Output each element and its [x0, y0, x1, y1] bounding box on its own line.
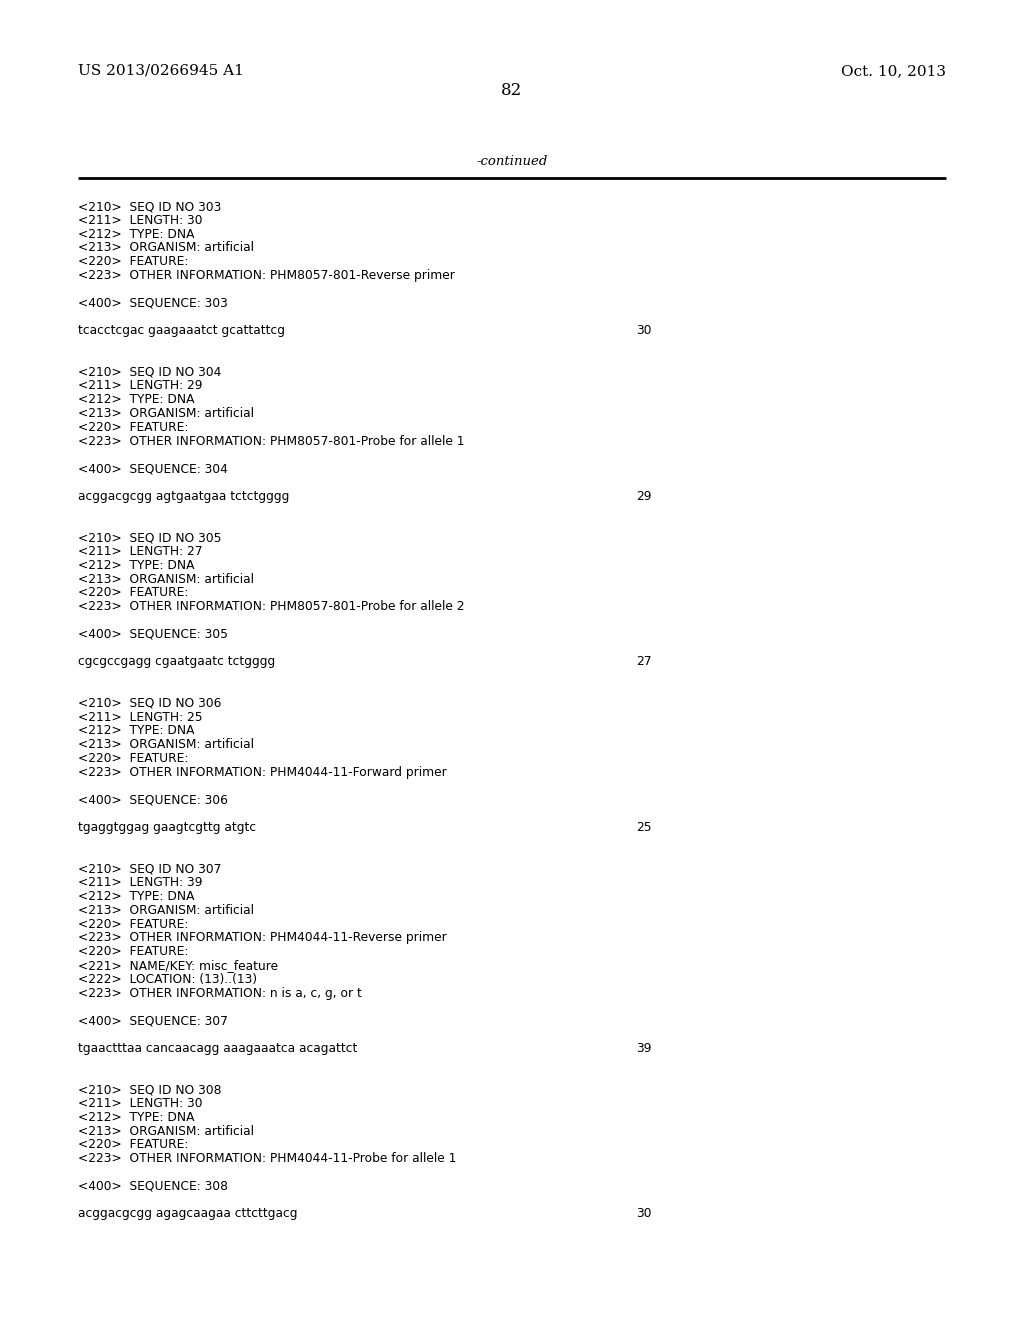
Text: -continued: -continued [476, 154, 548, 168]
Text: 30: 30 [636, 325, 651, 337]
Text: <211>  LENGTH: 30: <211> LENGTH: 30 [78, 1097, 203, 1110]
Text: <220>  FEATURE:: <220> FEATURE: [78, 1138, 188, 1151]
Text: 82: 82 [502, 82, 522, 99]
Text: 29: 29 [636, 490, 651, 503]
Text: <210>  SEQ ID NO 307: <210> SEQ ID NO 307 [78, 862, 221, 875]
Text: <220>  FEATURE:: <220> FEATURE: [78, 255, 188, 268]
Text: acggacgcgg agtgaatgaa tctctgggg: acggacgcgg agtgaatgaa tctctgggg [78, 490, 290, 503]
Text: cgcgccgagg cgaatgaatc tctgggg: cgcgccgagg cgaatgaatc tctgggg [78, 656, 275, 668]
Text: <220>  FEATURE:: <220> FEATURE: [78, 945, 188, 958]
Text: <223>  OTHER INFORMATION: PHM4044-11-Probe for allele 1: <223> OTHER INFORMATION: PHM4044-11-Prob… [78, 1152, 457, 1166]
Text: <211>  LENGTH: 39: <211> LENGTH: 39 [78, 876, 203, 890]
Text: <211>  LENGTH: 30: <211> LENGTH: 30 [78, 214, 203, 227]
Text: <400>  SEQUENCE: 308: <400> SEQUENCE: 308 [78, 1180, 228, 1193]
Text: <222>  LOCATION: (13)..(13): <222> LOCATION: (13)..(13) [78, 973, 257, 986]
Text: 30: 30 [636, 1208, 651, 1221]
Text: <210>  SEQ ID NO 303: <210> SEQ ID NO 303 [78, 201, 221, 213]
Text: <213>  ORGANISM: artificial: <213> ORGANISM: artificial [78, 242, 254, 255]
Text: <210>  SEQ ID NO 305: <210> SEQ ID NO 305 [78, 531, 221, 544]
Text: <213>  ORGANISM: artificial: <213> ORGANISM: artificial [78, 904, 254, 917]
Text: <210>  SEQ ID NO 308: <210> SEQ ID NO 308 [78, 1084, 221, 1096]
Text: <400>  SEQUENCE: 307: <400> SEQUENCE: 307 [78, 1014, 228, 1027]
Text: <223>  OTHER INFORMATION: PHM8057-801-Probe for allele 1: <223> OTHER INFORMATION: PHM8057-801-Pro… [78, 434, 465, 447]
Text: <223>  OTHER INFORMATION: n is a, c, g, or t: <223> OTHER INFORMATION: n is a, c, g, o… [78, 986, 361, 999]
Text: US 2013/0266945 A1: US 2013/0266945 A1 [78, 63, 244, 78]
Text: <213>  ORGANISM: artificial: <213> ORGANISM: artificial [78, 1125, 254, 1138]
Text: 39: 39 [636, 1041, 651, 1055]
Text: <223>  OTHER INFORMATION: PHM8057-801-Probe for allele 2: <223> OTHER INFORMATION: PHM8057-801-Pro… [78, 601, 465, 614]
Text: <211>  LENGTH: 27: <211> LENGTH: 27 [78, 545, 203, 558]
Text: Oct. 10, 2013: Oct. 10, 2013 [841, 63, 946, 78]
Text: <212>  TYPE: DNA: <212> TYPE: DNA [78, 890, 195, 903]
Text: <221>  NAME/KEY: misc_feature: <221> NAME/KEY: misc_feature [78, 960, 279, 972]
Text: <220>  FEATURE:: <220> FEATURE: [78, 586, 188, 599]
Text: 25: 25 [636, 821, 651, 834]
Text: <400>  SEQUENCE: 305: <400> SEQUENCE: 305 [78, 628, 228, 640]
Text: <400>  SEQUENCE: 303: <400> SEQUENCE: 303 [78, 297, 228, 310]
Text: <211>  LENGTH: 29: <211> LENGTH: 29 [78, 379, 203, 392]
Text: <211>  LENGTH: 25: <211> LENGTH: 25 [78, 710, 203, 723]
Text: <220>  FEATURE:: <220> FEATURE: [78, 421, 188, 434]
Text: <213>  ORGANISM: artificial: <213> ORGANISM: artificial [78, 407, 254, 420]
Text: <223>  OTHER INFORMATION: PHM4044-11-Reverse primer: <223> OTHER INFORMATION: PHM4044-11-Reve… [78, 932, 446, 944]
Text: 27: 27 [636, 656, 651, 668]
Text: <212>  TYPE: DNA: <212> TYPE: DNA [78, 393, 195, 407]
Text: <212>  TYPE: DNA: <212> TYPE: DNA [78, 1111, 195, 1123]
Text: <212>  TYPE: DNA: <212> TYPE: DNA [78, 227, 195, 240]
Text: <213>  ORGANISM: artificial: <213> ORGANISM: artificial [78, 573, 254, 586]
Text: <212>  TYPE: DNA: <212> TYPE: DNA [78, 558, 195, 572]
Text: <210>  SEQ ID NO 304: <210> SEQ ID NO 304 [78, 366, 221, 379]
Text: <223>  OTHER INFORMATION: PHM8057-801-Reverse primer: <223> OTHER INFORMATION: PHM8057-801-Rev… [78, 269, 455, 282]
Text: <400>  SEQUENCE: 306: <400> SEQUENCE: 306 [78, 793, 228, 807]
Text: <400>  SEQUENCE: 304: <400> SEQUENCE: 304 [78, 462, 228, 475]
Text: <210>  SEQ ID NO 306: <210> SEQ ID NO 306 [78, 697, 221, 710]
Text: <213>  ORGANISM: artificial: <213> ORGANISM: artificial [78, 738, 254, 751]
Text: <220>  FEATURE:: <220> FEATURE: [78, 917, 188, 931]
Text: <220>  FEATURE:: <220> FEATURE: [78, 752, 188, 766]
Text: acggacgcgg agagcaagaa cttcttgacg: acggacgcgg agagcaagaa cttcttgacg [78, 1208, 298, 1221]
Text: tgaactttaa cancaacagg aaagaaatca acagattct: tgaactttaa cancaacagg aaagaaatca acagatt… [78, 1041, 357, 1055]
Text: <223>  OTHER INFORMATION: PHM4044-11-Forward primer: <223> OTHER INFORMATION: PHM4044-11-Forw… [78, 766, 446, 779]
Text: tgaggtggag gaagtcgttg atgtc: tgaggtggag gaagtcgttg atgtc [78, 821, 256, 834]
Text: <212>  TYPE: DNA: <212> TYPE: DNA [78, 725, 195, 738]
Text: tcacctcgac gaagaaatct gcattattcg: tcacctcgac gaagaaatct gcattattcg [78, 325, 285, 337]
